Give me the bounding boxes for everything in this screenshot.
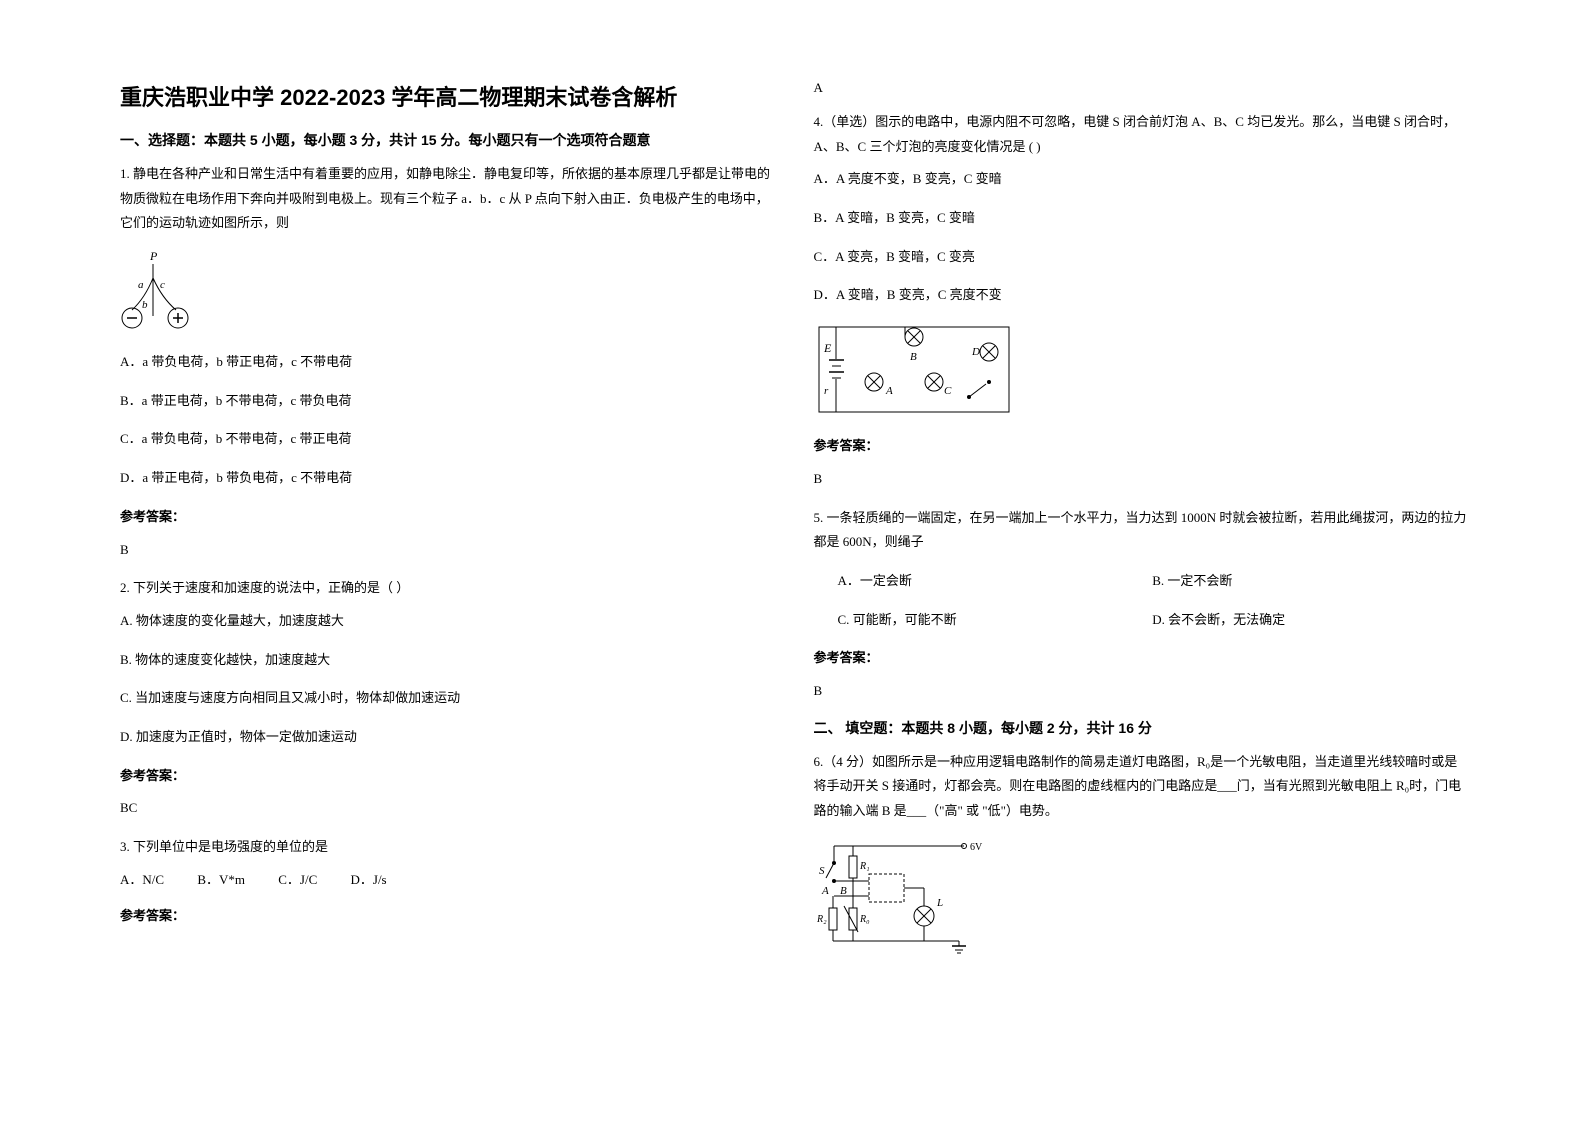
svg-text:b: b [142, 299, 148, 311]
svg-text:E: E [823, 341, 832, 355]
question-3: 3. 下列单位中是电场强度的单位的是 A．N/C B．V*m C．J/C D．J… [120, 835, 774, 929]
q5-option-b: B. 一定不会断 [1152, 569, 1467, 594]
q5-answer-label: 参考答案： [814, 646, 1468, 671]
q4-answer: B [814, 467, 1468, 492]
svg-text:B: B [840, 885, 847, 897]
q6-diagram: 6V S R₁ A B [814, 836, 1468, 956]
q4-option-a: A．A 亮度不变，B 变亮，C 变暗 [814, 167, 1468, 192]
q3-answer-label: 参考答案： [120, 904, 774, 929]
q3-option-b: B．V*m [197, 868, 245, 893]
svg-text:D: D [971, 346, 980, 358]
question-4: 4.（单选）图示的电路中，电源内阻不可忽略，电键 S 闭合前灯泡 A、B、C 均… [814, 110, 1468, 492]
q6-text: 6.（4 分）如图所示是一种应用逻辑电路制作的简易走道灯电路图，R₀是一个光敏电… [814, 750, 1468, 824]
q4-option-c: C．A 变亮，B 变暗，C 变亮 [814, 245, 1468, 270]
q3-answer: A [814, 80, 1468, 96]
question-2: 2. 下列关于速度和加速度的说法中，正确的是（ ） A. 物体速度的变化量越大，… [120, 576, 774, 821]
q5-text: 5. 一条轻质绳的一端固定，在另一端加上一个水平力，当力达到 1000N 时就会… [814, 506, 1468, 555]
svg-text:C: C [944, 385, 952, 397]
svg-text:B: B [910, 351, 917, 363]
q5-option-c: C. 可能断，可能不断 [838, 608, 1153, 633]
question-5: 5. 一条轻质绳的一端固定，在另一端加上一个水平力，当力达到 1000N 时就会… [814, 506, 1468, 704]
q4-option-d: D．A 变暗，B 变亮，C 亮度不变 [814, 283, 1468, 308]
svg-text:A: A [821, 885, 829, 897]
q2-option-b: B. 物体的速度变化越快，加速度越大 [120, 648, 774, 673]
q1-option-a: A．a 带负电荷，b 带正电荷，c 不带电荷 [120, 350, 774, 375]
q4-answer-label: 参考答案： [814, 434, 1468, 459]
svg-text:R₀: R₀ [859, 914, 870, 925]
q2-option-c: C. 当加速度与速度方向相同且又减小时，物体却做加速运动 [120, 686, 774, 711]
section1-header: 一、选择题：本题共 5 小题，每小题 3 分，共计 15 分。每小题只有一个选项… [120, 130, 774, 150]
q1-label-p: P [149, 249, 158, 263]
q1-answer: B [120, 538, 774, 563]
q2-option-a: A. 物体速度的变化量越大，加速度越大 [120, 609, 774, 634]
q3-option-a: A．N/C [120, 868, 164, 893]
q1-text: 1. 静电在各种产业和日常生活中有着重要的应用，如静电除尘．静电复印等，所依据的… [120, 162, 774, 236]
question-1: 1. 静电在各种产业和日常生活中有着重要的应用，如静电除尘．静电复印等，所依据的… [120, 162, 774, 562]
q1-answer-label: 参考答案： [120, 505, 774, 530]
section2-header: 二、 填空题：本题共 8 小题，每小题 2 分，共计 16 分 [814, 718, 1468, 738]
question-6: 6.（4 分）如图所示是一种应用逻辑电路制作的简易走道灯电路图，R₀是一个光敏电… [814, 750, 1468, 956]
svg-text:A: A [885, 385, 893, 397]
q2-answer: BC [120, 796, 774, 821]
svg-text:c: c [160, 279, 165, 291]
svg-text:R₂: R₂ [816, 914, 827, 925]
svg-text:R₁: R₁ [859, 861, 870, 872]
q5-answer: B [814, 679, 1468, 704]
page-title: 重庆浩职业中学 2022-2023 学年高二物理期末试卷含解析 [120, 80, 774, 112]
q3-option-d: D．J/s [351, 868, 387, 893]
q2-answer-label: 参考答案： [120, 764, 774, 789]
q5-option-d: D. 会不会断，无法确定 [1152, 608, 1467, 633]
q1-diagram: P a b c [120, 248, 774, 338]
svg-text:S: S [819, 865, 825, 877]
q4-diagram: E r B A [814, 322, 1468, 422]
svg-text:r: r [824, 385, 829, 397]
q1-option-b: B．a 带正电荷，b 不带电荷，c 带负电荷 [120, 389, 774, 414]
q5-option-a: A．一定会断 [838, 569, 1153, 594]
svg-text:a: a [138, 279, 144, 291]
svg-text:6V: 6V [970, 842, 983, 853]
q2-option-d: D. 加速度为正值时，物体一定做加速运动 [120, 725, 774, 750]
q2-text: 2. 下列关于速度和加速度的说法中，正确的是（ ） [120, 576, 774, 601]
svg-text:L: L [936, 897, 943, 909]
q1-option-c: C．a 带负电荷，b 不带电荷，c 带正电荷 [120, 427, 774, 452]
q1-option-d: D．a 带正电荷，b 带负电荷，c 不带电荷 [120, 466, 774, 491]
q3-text: 3. 下列单位中是电场强度的单位的是 [120, 835, 774, 860]
q3-option-c: C．J/C [278, 868, 317, 893]
q4-option-b: B．A 变暗，B 变亮，C 变暗 [814, 206, 1468, 231]
q4-text: 4.（单选）图示的电路中，电源内阻不可忽略，电键 S 闭合前灯泡 A、B、C 均… [814, 110, 1468, 159]
